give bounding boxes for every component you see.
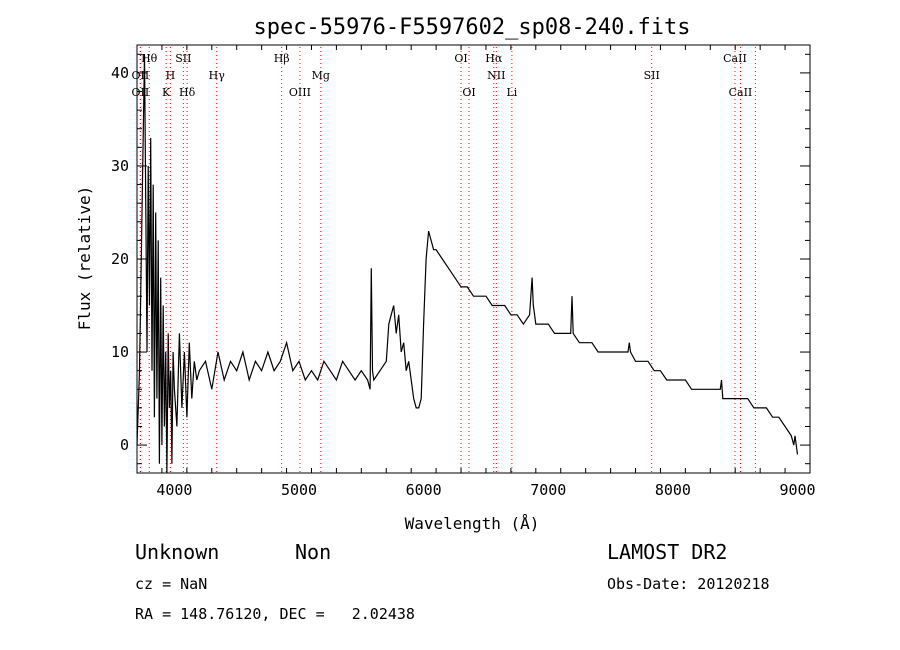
line-marker-label-6: Hδ xyxy=(179,86,196,99)
y-tick-label: 0 xyxy=(120,436,129,454)
y-tick-label: 40 xyxy=(111,64,129,82)
y-axis-label: Flux (relative) xyxy=(75,186,94,331)
line-marker-label-0: Hθ xyxy=(141,52,158,65)
line-marker-label-8: Hβ xyxy=(274,52,290,65)
x-tick-label: 6000 xyxy=(406,481,442,499)
line-marker-label-16: SII xyxy=(644,69,660,82)
subclass-label: Non xyxy=(295,540,332,564)
cz-label: cz = NaN xyxy=(135,575,208,593)
line-markers xyxy=(139,47,756,473)
y-axis-ticks: 0 10 20 30 40 xyxy=(111,53,810,465)
x-tick-label: 9000 xyxy=(779,481,815,499)
x-tick-label: 8000 xyxy=(655,481,691,499)
x-axis-ticks: 4000 5000 6000 7000 8000 9000 xyxy=(136,45,816,499)
obs-date-label: Obs-Date: 20120218 xyxy=(607,575,770,593)
line-marker-label-11: OI xyxy=(454,52,467,65)
line-marker-label-10: OIII xyxy=(289,86,311,99)
y-tick-label: 30 xyxy=(111,157,129,175)
line-marker-label-13: Hα xyxy=(485,52,503,65)
line-marker-label-5: K xyxy=(162,86,171,99)
line-marker-label-15: Li xyxy=(506,86,517,99)
plot-frame xyxy=(136,44,811,474)
x-tick-label: 5000 xyxy=(281,481,317,499)
line-marker-label-17: CaII xyxy=(723,52,747,65)
line-marker-label-12: OI xyxy=(462,86,475,99)
spectrum-series-line xyxy=(136,54,799,474)
line-marker-label-3: SII xyxy=(175,52,191,65)
x-tick-label: 7000 xyxy=(530,481,566,499)
x-axis-label: Wavelength (Å) xyxy=(405,514,540,533)
line-marker-label-9: Mg xyxy=(312,69,330,82)
line-marker-label-14: NII xyxy=(487,69,505,82)
y-tick-label: 20 xyxy=(111,250,129,268)
chart-title: spec-55976-F5597602_sp08-240.fits xyxy=(253,15,690,40)
survey-label: LAMOST DR2 xyxy=(607,540,728,564)
line-marker-label-7: Hγ xyxy=(209,69,226,82)
line-marker-label-2: OII xyxy=(132,86,150,99)
y-tick-label: 10 xyxy=(111,343,129,361)
x-tick-label: 4000 xyxy=(156,481,192,499)
line-marker-label-18: CaII xyxy=(729,86,753,99)
line-marker-label-4: H xyxy=(166,69,176,82)
coords-label: RA = 148.76120, DEC = 2.02438 xyxy=(135,605,415,623)
class-label: Unknown xyxy=(135,540,220,564)
line-marker-label-1: OII xyxy=(132,69,150,82)
